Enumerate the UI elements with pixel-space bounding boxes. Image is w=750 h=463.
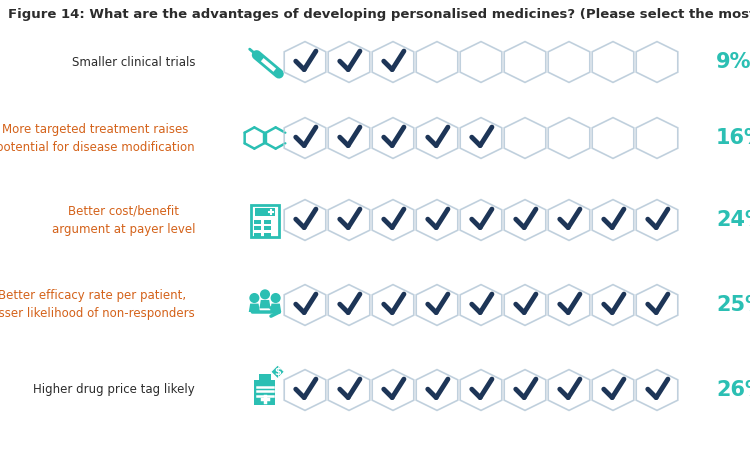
Polygon shape	[460, 200, 502, 240]
Bar	[265, 232, 272, 237]
Circle shape	[284, 131, 286, 134]
Polygon shape	[328, 285, 370, 325]
Polygon shape	[548, 42, 590, 82]
Text: Better cost/benefit
argument at payer level: Better cost/benefit argument at payer le…	[52, 205, 195, 236]
Circle shape	[244, 131, 246, 134]
Polygon shape	[504, 285, 546, 325]
Polygon shape	[249, 304, 260, 312]
Circle shape	[274, 126, 277, 128]
Polygon shape	[284, 42, 326, 82]
Text: More targeted treatment raises
potential for disease modification: More targeted treatment raises potential…	[0, 123, 195, 154]
Text: 25%: 25%	[716, 295, 750, 315]
Polygon shape	[372, 285, 414, 325]
Polygon shape	[372, 369, 414, 410]
Polygon shape	[284, 118, 326, 158]
Text: $: $	[274, 367, 281, 377]
Polygon shape	[504, 200, 546, 240]
Circle shape	[265, 142, 267, 144]
Polygon shape	[284, 200, 326, 240]
Polygon shape	[548, 285, 590, 325]
Bar	[265, 226, 272, 231]
Polygon shape	[548, 200, 590, 240]
Polygon shape	[592, 369, 634, 410]
Polygon shape	[636, 285, 678, 325]
Polygon shape	[372, 200, 414, 240]
Polygon shape	[328, 42, 370, 82]
Polygon shape	[504, 369, 546, 410]
Circle shape	[244, 142, 246, 144]
Polygon shape	[328, 118, 370, 158]
Circle shape	[265, 131, 267, 134]
Polygon shape	[636, 369, 678, 410]
Circle shape	[263, 131, 266, 134]
Text: 16%: 16%	[716, 128, 750, 148]
Polygon shape	[271, 365, 284, 379]
Text: 9%: 9%	[716, 52, 750, 72]
Bar	[254, 226, 260, 231]
Polygon shape	[416, 369, 458, 410]
Bar	[259, 374, 272, 380]
Bar	[255, 208, 274, 216]
Text: Figure 14: What are the advantages of developing personalised medicines? (Please: Figure 14: What are the advantages of de…	[8, 8, 750, 21]
Polygon shape	[548, 118, 590, 158]
Polygon shape	[592, 118, 634, 158]
Polygon shape	[284, 285, 326, 325]
Bar	[254, 380, 275, 406]
Polygon shape	[260, 300, 271, 308]
Circle shape	[284, 142, 286, 144]
Circle shape	[263, 142, 266, 144]
Polygon shape	[460, 42, 502, 82]
Bar	[265, 220, 272, 224]
Circle shape	[254, 126, 256, 128]
Polygon shape	[592, 42, 634, 82]
Circle shape	[271, 293, 280, 303]
Polygon shape	[636, 42, 678, 82]
Text: 24%: 24%	[716, 210, 750, 230]
Polygon shape	[592, 200, 634, 240]
Polygon shape	[504, 118, 546, 158]
Polygon shape	[460, 285, 502, 325]
Bar	[254, 220, 260, 224]
Polygon shape	[460, 118, 502, 158]
Polygon shape	[372, 118, 414, 158]
Text: Smaller clinical trials: Smaller clinical trials	[71, 56, 195, 69]
Polygon shape	[372, 42, 414, 82]
Circle shape	[249, 293, 259, 303]
Polygon shape	[270, 304, 281, 312]
Text: Better efficacy rate per patient,
lesser likelihood of non-responders: Better efficacy rate per patient, lesser…	[0, 289, 195, 320]
Polygon shape	[416, 285, 458, 325]
Polygon shape	[504, 42, 546, 82]
Polygon shape	[548, 369, 590, 410]
Circle shape	[260, 289, 270, 300]
Circle shape	[274, 148, 277, 150]
Bar	[254, 232, 260, 237]
Circle shape	[254, 148, 256, 150]
Polygon shape	[636, 118, 678, 158]
Polygon shape	[328, 200, 370, 240]
Text: Higher drug price tag likely: Higher drug price tag likely	[33, 383, 195, 396]
Polygon shape	[416, 200, 458, 240]
Text: 26%: 26%	[716, 380, 750, 400]
Polygon shape	[416, 118, 458, 158]
Polygon shape	[416, 42, 458, 82]
Polygon shape	[636, 200, 678, 240]
Polygon shape	[460, 369, 502, 410]
Polygon shape	[328, 369, 370, 410]
Polygon shape	[592, 285, 634, 325]
Bar	[251, 205, 279, 237]
Polygon shape	[284, 369, 326, 410]
